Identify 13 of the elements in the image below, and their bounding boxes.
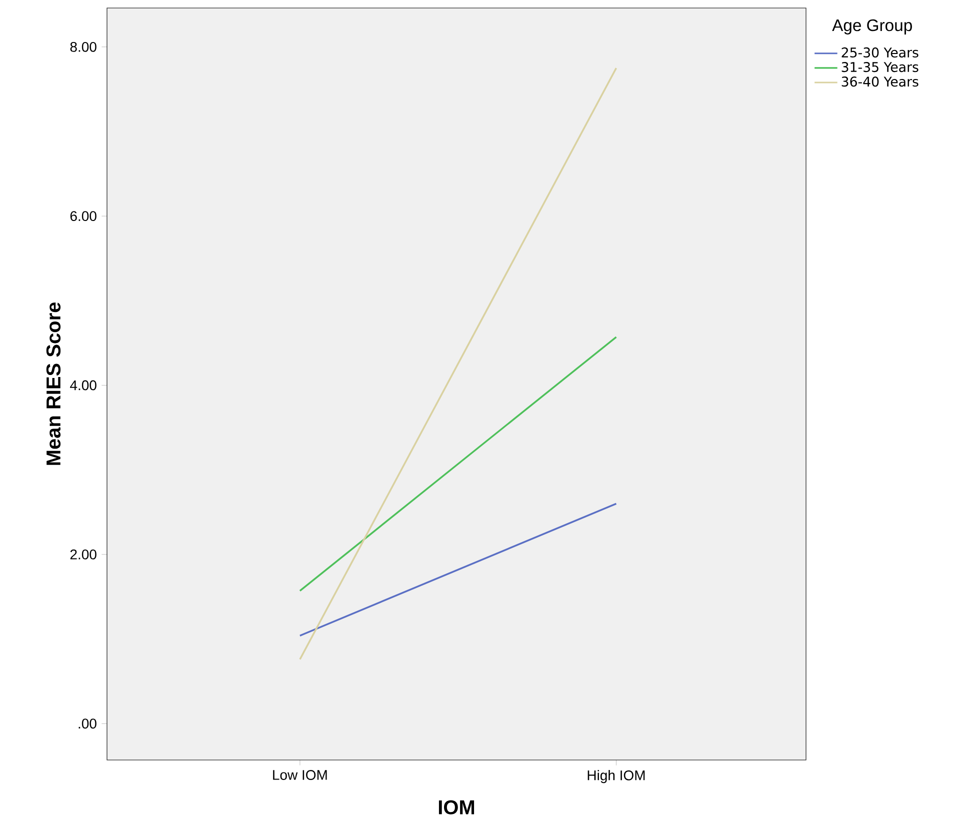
legend-label: 36-40 Years — [842, 76, 918, 87]
x-tick-label: High IOM — [588, 770, 645, 784]
y-tick-label: 2.00 — [70, 549, 96, 560]
y-tick-label: 8.00 — [70, 42, 96, 52]
y-tick-label: 6.00 — [70, 211, 96, 222]
y-tick-label: .00 — [78, 718, 96, 729]
y-axis-title: Mean RIES Score — [46, 302, 61, 465]
x-tick-label: Low IOM — [273, 770, 327, 780]
legend-title: Age Group — [832, 19, 912, 34]
x-axis-title: IOM — [438, 800, 474, 814]
legend-label: 25-30 Years — [842, 47, 918, 58]
legend-label: 31-35 Years — [842, 62, 918, 72]
y-tick-label: 4.00 — [70, 380, 96, 390]
